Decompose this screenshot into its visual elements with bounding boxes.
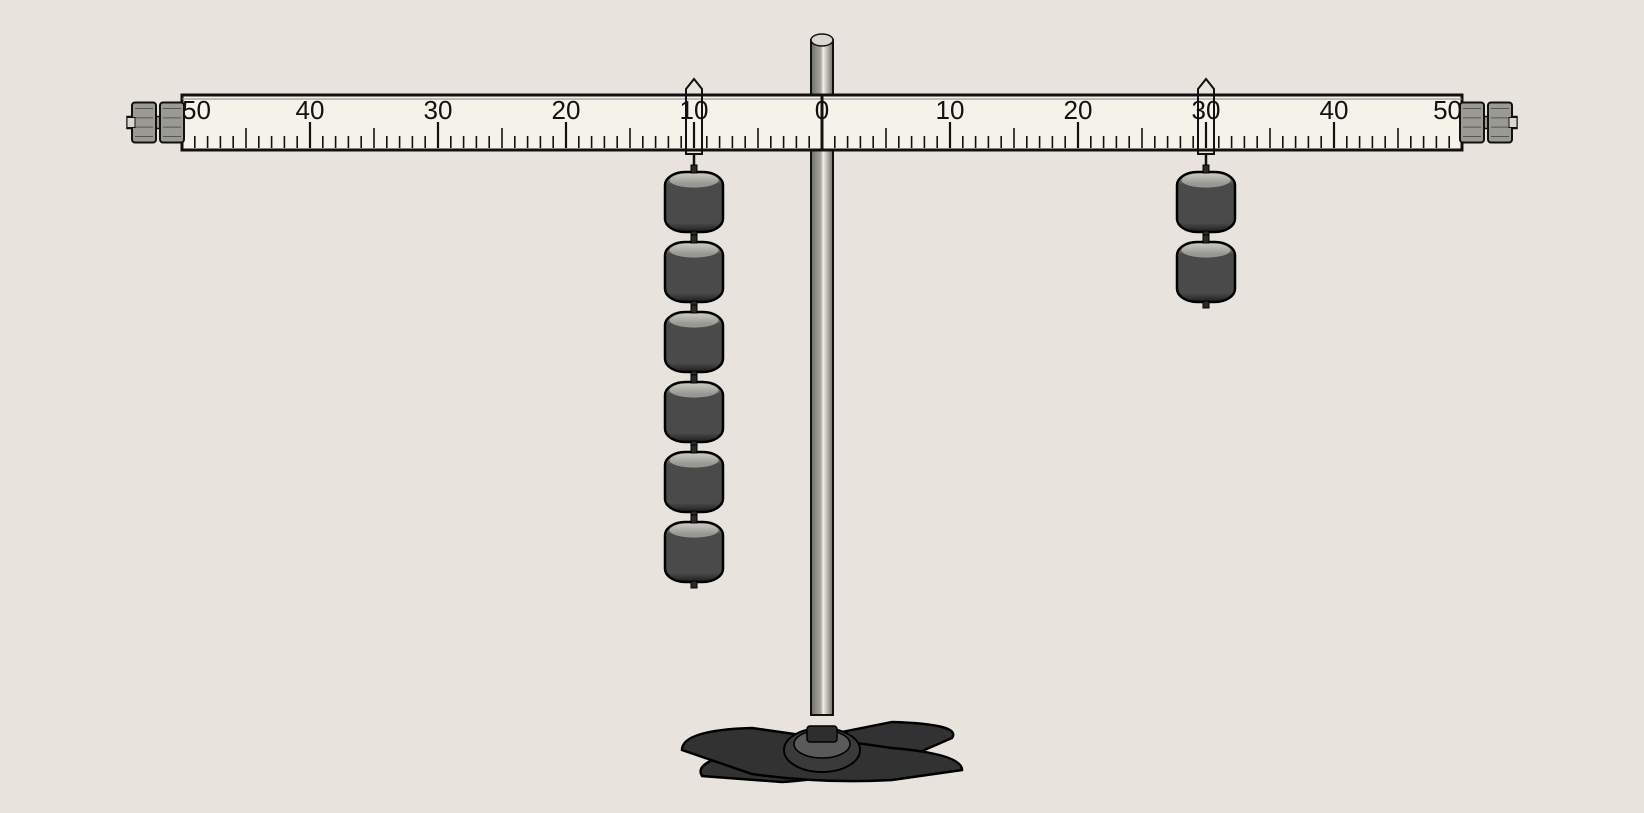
balance-beam-diagram: 504030201001020304050 [0, 0, 1644, 813]
weight-hook [1203, 235, 1209, 243]
ruler-label: 40 [296, 95, 325, 125]
weight-hook [691, 375, 697, 383]
weight-bottom-hook [1203, 301, 1209, 308]
diagram-page: 504030201001020304050 [0, 0, 1644, 813]
stand-collar [807, 726, 837, 742]
ruler-label: 30 [424, 95, 453, 125]
ruler-label: 20 [552, 95, 581, 125]
bolt-tip [127, 118, 135, 128]
weight-hook [1203, 165, 1209, 173]
weight-highlight [670, 383, 719, 397]
ruler-label: 40 [1320, 95, 1349, 125]
bolt-tip [1509, 118, 1517, 128]
ruler-label: 10 [680, 95, 709, 125]
weight-highlight [670, 243, 719, 257]
weight-hook [691, 515, 697, 523]
weight-hook [691, 165, 697, 173]
ruler-label: 50 [1433, 95, 1462, 125]
weight-highlight [670, 173, 719, 187]
ruler-label: 30 [1192, 95, 1221, 125]
weight-highlight [670, 523, 719, 537]
weight-hook [691, 305, 697, 313]
weight-hook [691, 235, 697, 243]
weight-hook [691, 445, 697, 453]
ruler-label: 20 [1064, 95, 1093, 125]
weight-highlight [1182, 173, 1231, 187]
weight-highlight [670, 313, 719, 327]
ruler-label: 10 [936, 95, 965, 125]
weight-highlight [670, 453, 719, 467]
ruler-label: 50 [182, 95, 211, 125]
weight-bottom-hook [691, 581, 697, 588]
stand-pole-cap [811, 34, 833, 46]
weight-highlight [1182, 243, 1231, 257]
